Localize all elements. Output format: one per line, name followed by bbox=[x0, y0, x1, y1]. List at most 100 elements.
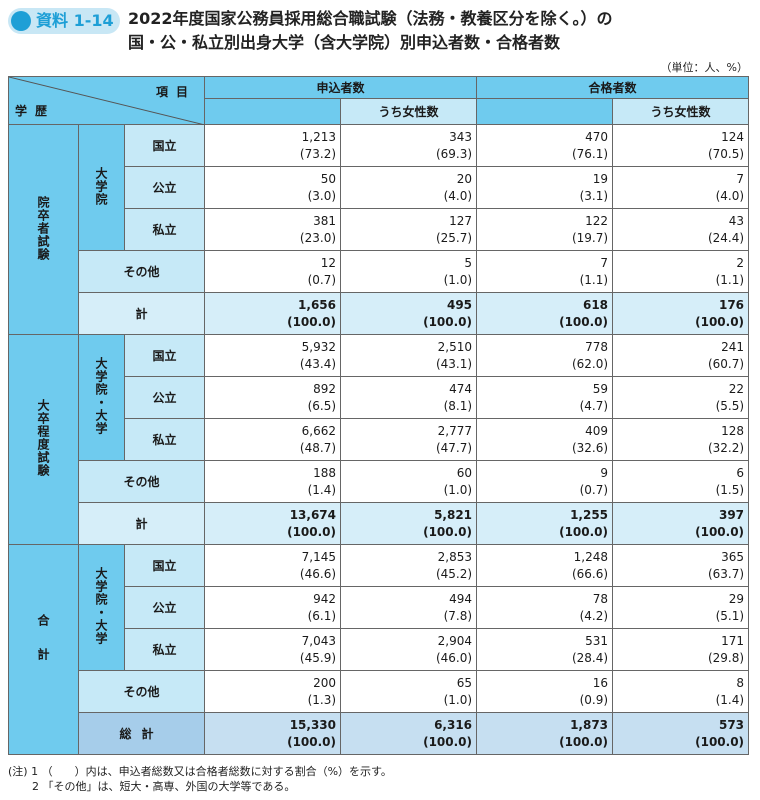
percent-value: (28.4) bbox=[571, 650, 609, 665]
percent-value: (1.3) bbox=[307, 692, 337, 707]
percent-value: (69.3) bbox=[435, 146, 473, 161]
table-row: 大卒程度試験 大学院・大学 国立 5,932 (43.4) 2,510 (43.1) 778 (… bbox=[8, 334, 750, 545]
row-label: 国立 bbox=[123, 334, 206, 377]
percent-value: (25.7) bbox=[435, 230, 473, 245]
percent-value: (8.1) bbox=[443, 398, 473, 413]
section-label: 大卒程度試験 bbox=[8, 334, 79, 545]
value-cell: 2,904 (46.0) bbox=[340, 628, 478, 671]
count-value: 2,853 bbox=[437, 549, 473, 564]
value-cell: 9 (0.7) bbox=[476, 460, 614, 503]
percent-value: (45.2) bbox=[435, 566, 473, 581]
percent-value: (46.6) bbox=[299, 566, 337, 581]
value-cell: 8 (1.4) bbox=[612, 670, 750, 713]
document-badge: 資料 1-14 bbox=[8, 8, 120, 34]
footnote-2: 2 「その他」は、短大・高専、外国の大学等である。 bbox=[32, 780, 296, 793]
value-cell: 200 (1.3) bbox=[204, 670, 342, 713]
count-value: 2 bbox=[736, 255, 745, 270]
percent-value: (100.0) bbox=[423, 734, 473, 749]
value-cell: 5 (1.0) bbox=[340, 250, 478, 293]
row-label: 公立 bbox=[123, 586, 206, 629]
row-label: その他 bbox=[77, 250, 206, 293]
count-value: 128 bbox=[721, 423, 745, 438]
percent-value: (100.0) bbox=[287, 734, 337, 749]
percent-value: (100.0) bbox=[559, 314, 609, 329]
percent-value: (100.0) bbox=[287, 524, 337, 539]
table-row: 公立 50 (3.0) 20 (4.0) 19 (3.1) 7 (4.0) bbox=[9, 166, 750, 209]
percent-value: (100.0) bbox=[423, 524, 473, 539]
value-cell: 397 (100.0) bbox=[612, 502, 750, 545]
value-cell: 50 (3.0) bbox=[204, 166, 342, 209]
count-value: 494 bbox=[449, 591, 473, 606]
count-value: 20 bbox=[456, 171, 473, 186]
percent-value: (1.4) bbox=[307, 482, 337, 497]
count-value: 409 bbox=[585, 423, 609, 438]
row-label: 公立 bbox=[123, 376, 206, 419]
value-cell: 7 (4.0) bbox=[612, 166, 750, 209]
value-cell: 176 (100.0) bbox=[612, 292, 750, 335]
percent-value: (23.0) bbox=[299, 230, 337, 245]
value-cell: 171 (29.8) bbox=[612, 628, 750, 671]
count-value: 241 bbox=[721, 339, 745, 354]
percent-value: (5.1) bbox=[715, 608, 745, 623]
count-value: 2,510 bbox=[437, 339, 473, 354]
statistics-table: 項目 学歴 申込者数 合格者数 うち女性数 うち女性数 院卒者試験 大学院 国立 1,… bbox=[7, 76, 750, 755]
header-applicants-women: うち女性数 bbox=[340, 98, 478, 125]
row-label: 私立 bbox=[123, 628, 206, 671]
count-value: 1,255 bbox=[570, 507, 609, 522]
unit-label: （単位：人、%） bbox=[660, 61, 748, 74]
count-value: 470 bbox=[585, 129, 609, 144]
count-value: 6,316 bbox=[434, 717, 473, 732]
header-corner: 項目 学歴 bbox=[7, 76, 206, 125]
value-cell: 241 (60.7) bbox=[612, 334, 750, 377]
value-cell: 188 (1.4) bbox=[204, 460, 342, 503]
row-label: 私立 bbox=[123, 418, 206, 461]
table-row: 院卒者試験 大学院 国立 1,213 (73.2) 343 (69.3) 470 (76.1) 1… bbox=[8, 124, 750, 335]
count-value: 22 bbox=[728, 381, 745, 396]
university-type-text: 大学院 bbox=[94, 166, 108, 206]
header-applicants: 申込者数 bbox=[204, 76, 478, 99]
section-label-text: 合計 bbox=[36, 614, 50, 682]
count-value: 50 bbox=[320, 171, 337, 186]
value-cell: 6,662 (48.7) bbox=[204, 418, 342, 461]
footnote-1: (注) 1 （ ）内は、申込者総数又は合格者総数に対する割合（%）を示す。 bbox=[8, 765, 392, 778]
percent-value: (4.7) bbox=[579, 398, 609, 413]
percent-value: (100.0) bbox=[559, 524, 609, 539]
value-cell: 474 (8.1) bbox=[340, 376, 478, 419]
percent-value: (6.5) bbox=[307, 398, 337, 413]
value-cell: 6,316 (100.0) bbox=[340, 712, 478, 755]
percent-value: (0.7) bbox=[307, 272, 337, 287]
value-cell: 470 (76.1) bbox=[476, 124, 614, 167]
percent-value: (1.0) bbox=[443, 692, 473, 707]
percent-value: (7.8) bbox=[443, 608, 473, 623]
value-cell: 1,255 (100.0) bbox=[476, 502, 614, 545]
count-value: 16 bbox=[592, 675, 609, 690]
badge-dot-icon bbox=[11, 11, 31, 31]
count-value: 365 bbox=[721, 549, 745, 564]
table-row: 合計 大学院・大学 国立 7,145 (46.6) 2,853 (45.2) 1,248 (66… bbox=[8, 544, 750, 755]
count-value: 5,821 bbox=[434, 507, 473, 522]
university-type-label: 大学院 bbox=[78, 124, 125, 251]
value-cell: 618 (100.0) bbox=[476, 292, 614, 335]
value-cell: 531 (28.4) bbox=[476, 628, 614, 671]
value-cell: 65 (1.0) bbox=[340, 670, 478, 713]
header-passers: 合格者数 bbox=[476, 76, 750, 99]
count-value: 29 bbox=[728, 591, 745, 606]
row-label: 国立 bbox=[123, 124, 206, 167]
percent-value: (100.0) bbox=[695, 734, 745, 749]
value-cell: 1,213 (73.2) bbox=[204, 124, 342, 167]
count-value: 7 bbox=[600, 255, 609, 270]
value-cell: 892 (6.5) bbox=[204, 376, 342, 419]
value-cell: 19 (3.1) bbox=[476, 166, 614, 209]
value-cell: 7,043 (45.9) bbox=[204, 628, 342, 671]
count-value: 2,904 bbox=[437, 633, 473, 648]
university-type-text: 大学院・大学 bbox=[94, 357, 108, 435]
table-row: 公立 892 (6.5) 474 (8.1) 59 (4.7) 22 (5.5) bbox=[9, 376, 750, 419]
percent-value: (1.0) bbox=[443, 482, 473, 497]
value-cell: 128 (32.2) bbox=[612, 418, 750, 461]
count-value: 65 bbox=[456, 675, 473, 690]
value-cell: 124 (70.5) bbox=[612, 124, 750, 167]
percent-value: (100.0) bbox=[287, 314, 337, 329]
count-value: 9 bbox=[600, 465, 609, 480]
title-line-1: 2022年度国家公務員採用総合職試験（法務・教養区分を除く。）の bbox=[128, 9, 613, 28]
university-type-label: 大学院・大学 bbox=[78, 544, 125, 671]
